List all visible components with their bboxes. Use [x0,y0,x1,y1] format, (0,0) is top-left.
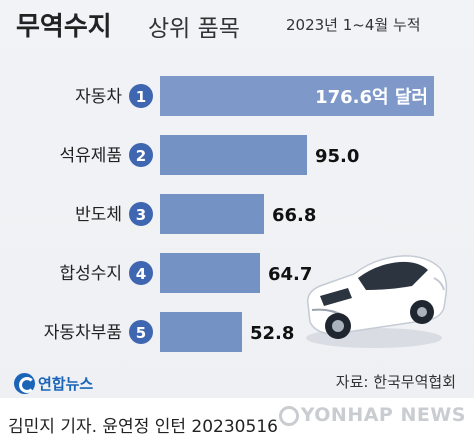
rank-badge-1 [129,84,153,108]
category-label-4: 합성수지 [59,264,122,284]
bar-2 [160,135,307,175]
rank-number-5: 5 [136,324,146,342]
logo-text: 연합뉴스 [38,374,94,393]
rank-number-4: 4 [136,265,146,283]
value-label-2: 95.0 [315,146,359,167]
rank-number-1: 1 [136,88,146,106]
value-label-5: 52.8 [250,323,294,344]
rank-badge-3 [129,202,153,226]
rank-badge-2 [129,143,153,167]
rank-number-3: 3 [136,206,146,224]
rank-badge-4 [129,261,153,285]
category-label-1: 자동차 [75,87,122,107]
category-label-3: 반도체 [75,205,122,225]
watermark-circle-icon [278,405,299,426]
watermark: YONHAP NEWS [278,404,466,426]
period-label: 2023년 1~4월 누적 [286,16,421,34]
category-label-2: 석유제품 [59,146,122,166]
source-note: 자료: 한국무역협회 [335,373,456,391]
value-label-1: 176.6억 달러 [315,87,428,108]
watermark-text: YONHAP NEWS [300,404,466,426]
chart-title-main: 무역수지 [16,12,112,42]
credit-line: 김민지 기자. 윤연정 인턴 20230516 [8,417,278,437]
header: 무역수지 상위 품목 2023년 1~4월 누적 [0,0,474,64]
bar-3 [160,194,264,234]
car-icon [306,255,448,348]
value-label-3: 66.8 [272,205,316,226]
bar-1 [160,76,434,116]
chart-title-sub: 상위 품목 [148,16,240,42]
category-label-5: 자동차부품 [44,323,122,343]
value-label-4: 64.7 [268,264,312,285]
rank-number-2: 2 [136,147,146,165]
yonhap-logo: 연합뉴스 [14,372,93,394]
bar-5 [160,312,242,352]
rank-badge-5 [129,320,153,344]
yonhap-logo-icon [14,372,35,394]
bar-4 [160,253,260,293]
footer: 김민지 기자. 윤연정 인턴 20230516 YONHAP NEWS [0,398,474,447]
